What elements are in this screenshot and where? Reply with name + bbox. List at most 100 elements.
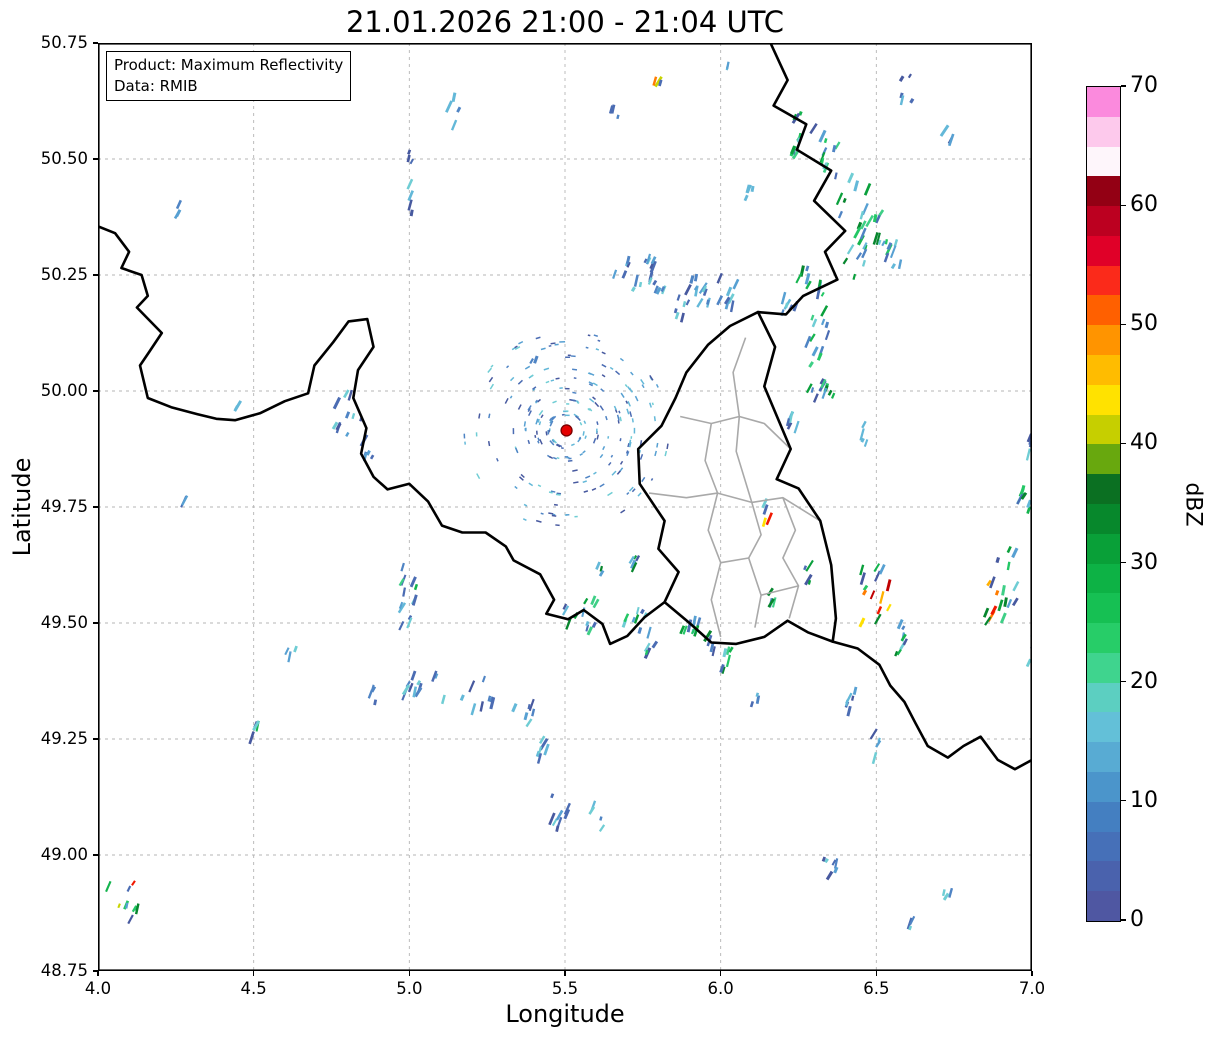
clutter-speck [637,492,642,497]
colorbar-tick-mark [1121,681,1126,683]
echo-streak [1016,492,1025,505]
district-border [760,585,799,596]
clutter-speck [588,397,595,403]
y-tick-mark [93,854,98,856]
clutter-speck [488,413,491,419]
colorbar-segment [1087,295,1120,326]
district-border [680,415,792,450]
echo-streak [807,579,812,585]
colorbar-segment [1087,176,1120,207]
echo-streak [679,312,685,323]
echo-streak [489,696,496,710]
colorbar-segment [1087,384,1120,415]
echo-streak [682,625,688,635]
colorbar-segment [1087,116,1120,147]
echo-streak [621,270,628,279]
echo-streak [633,554,638,560]
clutter-speck [587,407,591,411]
echo-streak [105,880,112,893]
colorbar-segment [1087,742,1120,772]
clutter-speck [560,447,564,450]
clutter-speck [528,410,532,417]
y-tick-label: 50.75 [40,33,88,52]
clutter-speck [576,401,580,404]
echo-streak [284,647,290,656]
echo-streak [860,220,867,230]
colorbar-tick-label: 40 [1130,430,1158,456]
echo-streak [630,562,638,573]
clutter-speck [535,399,539,403]
clutter-speck [540,512,544,515]
y-tick-mark [93,622,98,624]
echo-streak [805,559,814,572]
clutter-speck [631,418,634,423]
echo-streak [859,227,867,240]
x-tick-mark [720,971,722,976]
y-tick-label: 48.75 [40,961,88,980]
district-border [732,337,747,417]
echo-streak [716,295,724,306]
echo-streak [863,439,869,447]
clutter-speck [539,439,543,445]
echo-streak [684,284,692,296]
echo-streak [468,680,476,693]
clutter-speck [611,470,617,476]
echo-streak [638,281,643,288]
echo-streak [414,686,423,698]
echo-streak [591,621,597,628]
echo-streak [745,184,751,194]
echo-streak [909,915,916,925]
echo-streak [881,240,886,247]
echo-streak [872,232,879,245]
echo-streak [398,601,404,609]
country-border-belgium-germany [756,43,847,316]
echo-streak [728,646,734,653]
clutter-speck [588,372,595,376]
colorbar-segment [1087,355,1120,385]
district-border [782,497,800,619]
echo-streak [907,73,912,79]
echo-streak [722,648,728,658]
clutter-speck [602,445,606,451]
echo-streak [652,76,658,86]
echo-streak [1006,561,1011,571]
country-border-belgium-france [98,225,666,646]
echo-streak [796,137,801,143]
echo-streak [332,396,342,410]
echo-streak [598,569,605,577]
echo-streak [948,887,954,898]
echo-streak [810,387,815,393]
echo-streak [693,273,699,282]
district-border [649,492,821,522]
echo-streak [875,739,882,748]
echo-streak [635,606,640,615]
echo-streak [126,885,132,893]
colorbar-tick-label: 0 [1130,907,1144,932]
echo-streak [351,412,356,420]
echo-streak [625,255,631,265]
clutter-speck [515,447,519,454]
colorbar-segment [1087,533,1120,564]
x-tick-label: 5.0 [396,979,423,998]
echo-streak [413,583,419,591]
colorbar-tick-label: 60 [1130,192,1158,218]
clutter-speck [588,407,593,412]
clutter-speck [551,439,555,443]
echo-streak [865,214,874,228]
y-tick-mark [93,158,98,160]
clutter-speck [625,450,629,454]
echo-streak [631,616,636,623]
clutter-speck [534,434,537,438]
echo-streak [175,199,182,210]
district-border [735,416,753,503]
echo-streak [1025,448,1031,461]
echo-streak [862,242,868,250]
echo-streak [833,866,839,874]
echo-streak [633,274,639,287]
colorbar-segment [1087,414,1120,445]
echo-streak [847,172,855,184]
echo-streak [811,346,819,357]
y-tick-mark [93,506,98,508]
clutter-speck [552,438,557,444]
clutter-speck [592,396,596,400]
